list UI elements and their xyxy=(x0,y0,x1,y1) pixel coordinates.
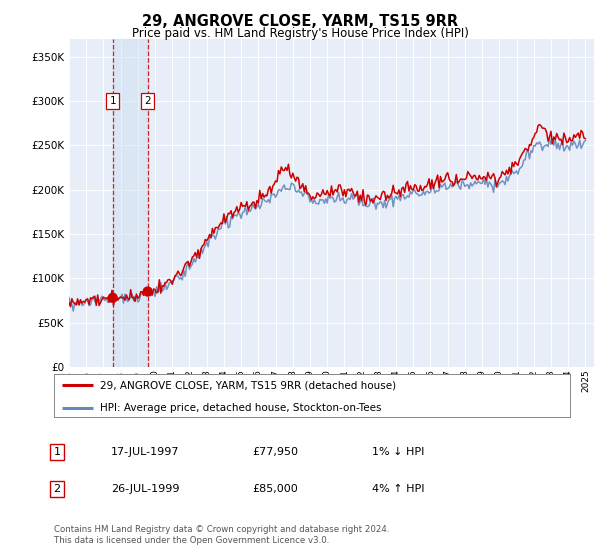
Text: Price paid vs. HM Land Registry's House Price Index (HPI): Price paid vs. HM Land Registry's House … xyxy=(131,27,469,40)
Text: 17-JUL-1997: 17-JUL-1997 xyxy=(111,447,179,457)
Text: 26-JUL-1999: 26-JUL-1999 xyxy=(111,484,179,494)
Text: 2: 2 xyxy=(145,96,151,106)
Text: 4% ↑ HPI: 4% ↑ HPI xyxy=(372,484,425,494)
Text: 1: 1 xyxy=(109,96,116,106)
Text: £77,950: £77,950 xyxy=(252,447,298,457)
Text: 29, ANGROVE CLOSE, YARM, TS15 9RR (detached house): 29, ANGROVE CLOSE, YARM, TS15 9RR (detac… xyxy=(100,380,397,390)
Point xyxy=(108,293,118,302)
Text: Contains HM Land Registry data © Crown copyright and database right 2024.
This d: Contains HM Land Registry data © Crown c… xyxy=(54,525,389,545)
Bar xyxy=(113,39,148,367)
Text: 1: 1 xyxy=(53,447,61,457)
Text: 1% ↓ HPI: 1% ↓ HPI xyxy=(372,447,424,457)
Text: £85,000: £85,000 xyxy=(252,484,298,494)
Text: 2: 2 xyxy=(53,484,61,494)
Text: 29, ANGROVE CLOSE, YARM, TS15 9RR: 29, ANGROVE CLOSE, YARM, TS15 9RR xyxy=(142,14,458,29)
Point xyxy=(143,287,152,296)
Text: HPI: Average price, detached house, Stockton-on-Tees: HPI: Average price, detached house, Stoc… xyxy=(100,403,382,413)
